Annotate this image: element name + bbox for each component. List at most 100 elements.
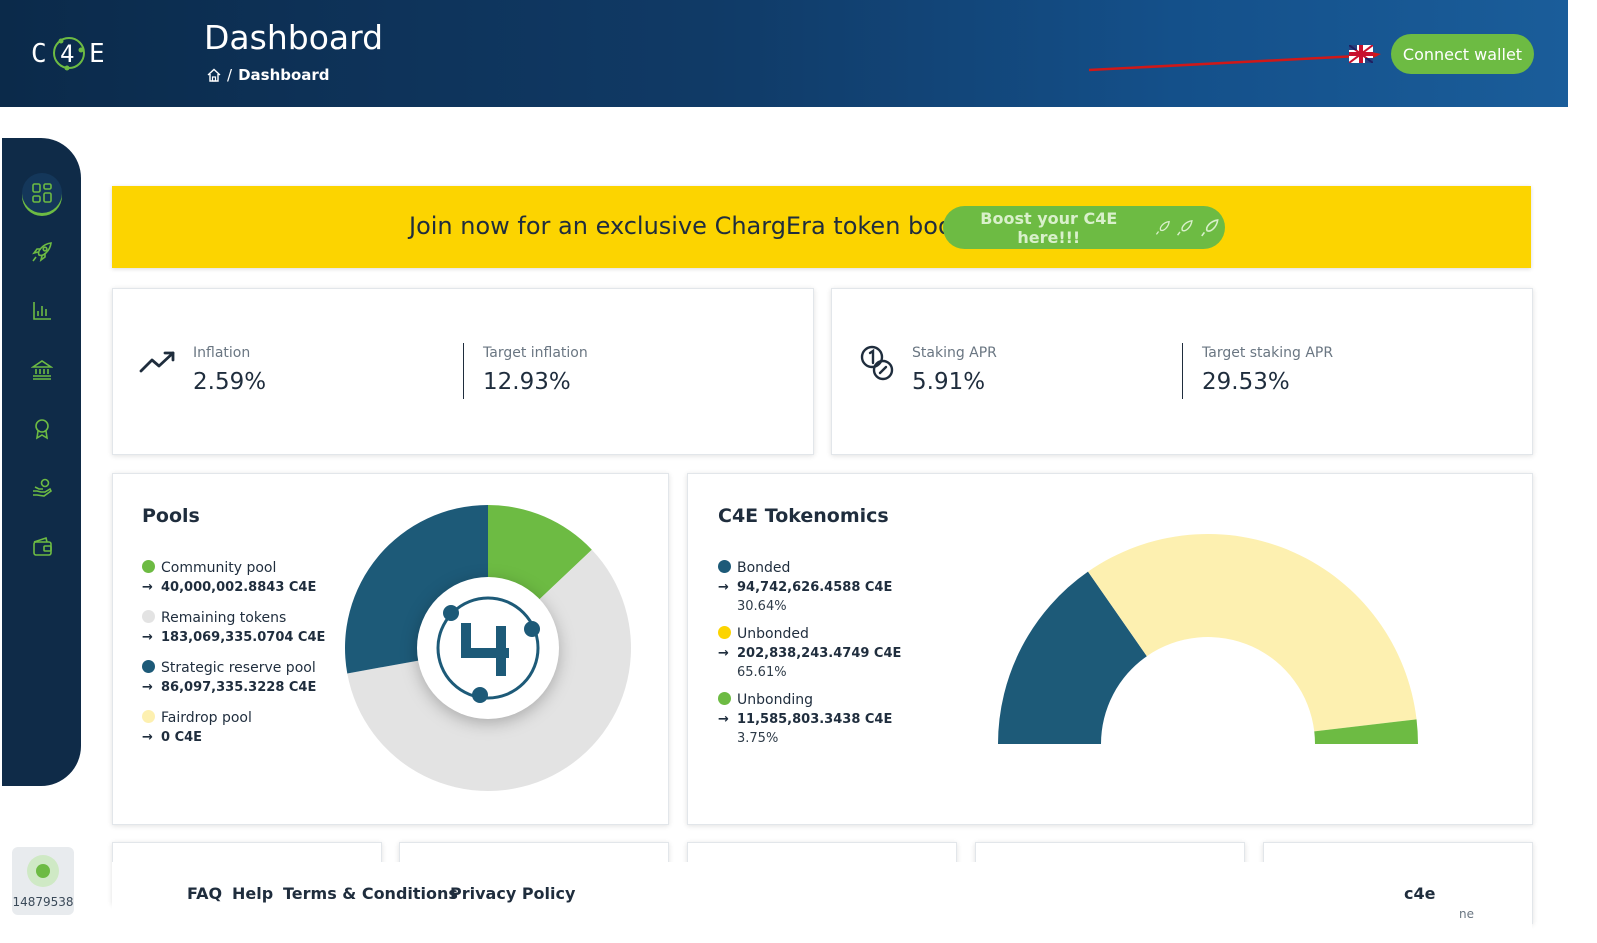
pools-legend: Community pool → 40,000,002.8843 C4E Rema… xyxy=(142,560,325,760)
legend-amount: 0 C4E xyxy=(161,730,203,745)
footer-link-privacy[interactable]: Privacy Policy xyxy=(450,884,576,903)
hand-coins-icon xyxy=(33,478,53,497)
pie-slice-remaining-tokens[interactable] xyxy=(347,549,631,791)
wallet-icon xyxy=(33,536,52,556)
legend-amount: 40,000,002.8843 C4E xyxy=(161,580,317,595)
sidebar-item-governance[interactable] xyxy=(22,350,62,390)
legend-item: Community pool → 40,000,002.8843 C4E xyxy=(142,560,325,595)
block-height: 14879538 xyxy=(12,895,74,909)
gauge-segment-unbonded[interactable] xyxy=(1088,534,1417,732)
legend-label: Bonded xyxy=(737,560,791,576)
arrow-right-icon: → xyxy=(142,680,153,695)
legend-label: Community pool xyxy=(161,560,277,576)
breadcrumb: / Dashboard xyxy=(207,66,330,84)
target-staking-apr-label: Target staking APR xyxy=(1202,345,1334,361)
sidebar xyxy=(2,138,81,786)
page-title: Dashboard xyxy=(204,18,384,57)
tokenomics-gauge-chart[interactable] xyxy=(993,529,1433,749)
pie-slice-community-pool[interactable] xyxy=(488,505,592,600)
bar-chart-icon xyxy=(33,302,51,320)
legend-dot xyxy=(718,692,731,705)
footer-link-help[interactable]: Help xyxy=(232,884,274,903)
breadcrumb-current: Dashboard xyxy=(238,66,330,84)
bank-icon xyxy=(31,360,53,380)
legend-dot xyxy=(142,560,155,573)
legend-label: Unbonding xyxy=(737,692,813,708)
staking-apr-card: Staking APR 5.91% Target staking APR 29.… xyxy=(831,288,1533,455)
breadcrumb-separator: / xyxy=(227,66,233,84)
award-icon xyxy=(35,419,49,440)
legend-dot xyxy=(718,560,731,573)
legend-percent: 3.75% xyxy=(737,731,779,746)
trending-up-icon xyxy=(139,351,175,373)
sidebar-item-wallet[interactable] xyxy=(22,527,62,567)
legend-item: Bonded → 94,742,626.4588 C4E 30.64% xyxy=(718,560,901,614)
tokenomics-legend: Bonded → 94,742,626.4588 C4E 30.64% Unbon… xyxy=(718,560,901,758)
arrow-right-icon: → xyxy=(718,646,729,661)
legend-amount: 94,742,626.4588 C4E xyxy=(737,580,893,595)
staking-apr-value: 5.91% xyxy=(912,369,986,395)
promo-banner: Join now for an exclusive ChargEra token… xyxy=(112,186,1531,268)
top-bar: C 4 E Dashboard / Dashboard Connect wall… xyxy=(0,0,1568,107)
legend-percent: 30.64% xyxy=(737,599,787,614)
connect-wallet-button[interactable]: Connect wallet xyxy=(1391,34,1534,74)
gauge-segment-bonded[interactable] xyxy=(998,571,1147,744)
footer-link-faq[interactable]: FAQ xyxy=(187,884,223,903)
c4e-logo[interactable]: C 4 E xyxy=(31,33,111,73)
svg-text:C: C xyxy=(31,39,49,69)
target-staking-apr-value: 29.53% xyxy=(1202,369,1290,395)
target-inflation-label: Target inflation xyxy=(483,345,588,361)
inflation-card: Inflation 2.59% Target inflation 12.93% xyxy=(112,288,814,455)
pools-donut-chart[interactable] xyxy=(341,501,635,795)
rocket-icon xyxy=(1200,218,1219,236)
legend-dot xyxy=(718,626,731,639)
sidebar-item-rewards[interactable] xyxy=(22,409,62,449)
legend-label: Strategic reserve pool xyxy=(161,660,316,676)
pools-title: Pools xyxy=(142,505,200,527)
sidebar-item-boost[interactable] xyxy=(22,232,62,272)
rocket-icon xyxy=(1177,219,1193,236)
legend-dot xyxy=(142,660,155,673)
legend-label: Unbonded xyxy=(737,626,809,642)
svg-text:4: 4 xyxy=(60,40,74,68)
home-icon[interactable] xyxy=(207,68,221,82)
sidebar-item-stats[interactable] xyxy=(22,291,62,331)
legend-amount: 183,069,335.0704 C4E xyxy=(161,630,326,645)
legend-amount: 86,097,335.3228 C4E xyxy=(161,680,317,695)
boost-button[interactable]: Boost your C4E here!!! xyxy=(943,206,1225,249)
pools-card: Pools Community pool → 40,000,002.8843 C4… xyxy=(112,473,669,825)
right-gutter xyxy=(1568,0,1597,943)
legend-item: Strategic reserve pool → 86,097,335.3228 … xyxy=(142,660,325,695)
footer: FAQ Help Terms & Conditions Privacy Poli… xyxy=(112,862,1532,932)
footer-link-terms[interactable]: Terms & Conditions xyxy=(283,884,458,903)
inflation-value: 2.59% xyxy=(193,369,267,395)
gauge-segment-unbonding[interactable] xyxy=(1314,719,1418,744)
legend-label: Fairdrop pool xyxy=(161,710,252,726)
rocket-icon xyxy=(32,242,52,262)
legend-item: Unbonding → 11,585,803.3438 C4E 3.75% xyxy=(718,692,901,746)
pie-slice-strategic-reserve-pool[interactable] xyxy=(345,505,488,674)
legend-amount: 11,585,803.3438 C4E xyxy=(737,712,893,727)
sidebar-item-dashboard[interactable] xyxy=(22,173,62,213)
tokenomics-card: C4E Tokenomics Bonded → 94,742,626.4588 C… xyxy=(687,473,1533,825)
arrow-right-icon: → xyxy=(142,630,153,645)
arrow-right-icon: → xyxy=(142,580,153,595)
annotation-arrow xyxy=(1088,51,1381,72)
chain-status-box: 14879538 xyxy=(12,847,74,915)
uk-flag-icon[interactable] xyxy=(1349,45,1373,63)
footer-partial-text: ne xyxy=(1459,907,1474,921)
arrow-right-icon: → xyxy=(718,580,729,595)
legend-item: Unbonded → 202,838,243.4749 C4E 65.61% xyxy=(718,626,901,680)
sidebar-item-staking[interactable] xyxy=(22,468,62,508)
stat-divider xyxy=(463,343,464,399)
legend-item: Remaining tokens → 183,069,335.0704 C4E xyxy=(142,610,325,645)
inflation-label: Inflation xyxy=(193,345,251,361)
dashboard-grid-icon xyxy=(32,183,52,203)
rocket-icon xyxy=(1155,220,1170,235)
tokenomics-title: C4E Tokenomics xyxy=(718,505,889,527)
legend-dot xyxy=(142,710,155,723)
boost-button-label: Boost your C4E here!!! xyxy=(980,208,1118,247)
banner-text: Join now for an exclusive ChargEra token… xyxy=(409,212,985,240)
footer-brand: c4e xyxy=(1404,884,1436,903)
svg-text:E: E xyxy=(89,39,105,69)
